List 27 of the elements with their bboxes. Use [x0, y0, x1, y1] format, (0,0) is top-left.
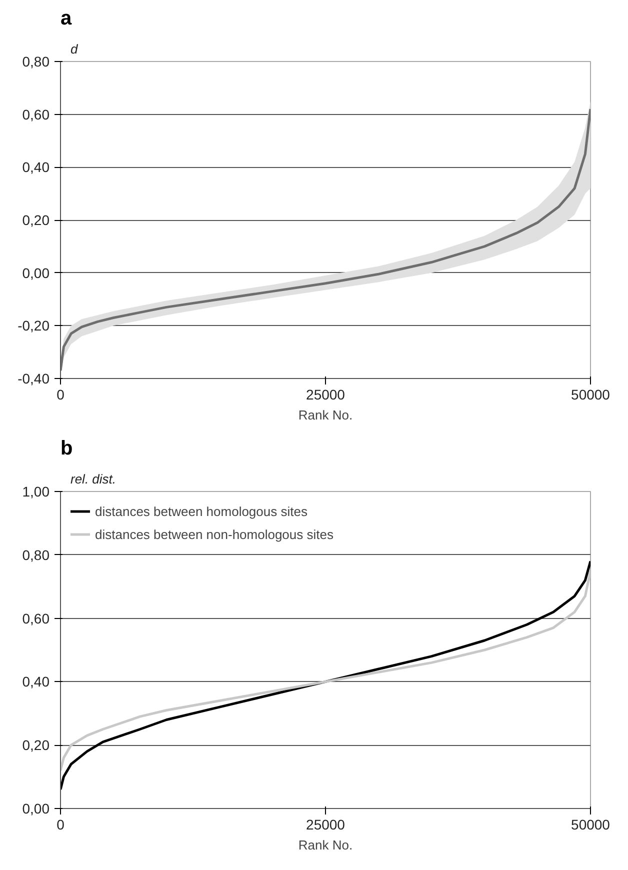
x-tick-label: 0 — [56, 816, 65, 832]
y-tick-label: 0,40 — [22, 674, 50, 690]
x-tick-label: 25000 — [306, 816, 346, 832]
x-axis-title: Rank No. — [298, 408, 353, 422]
y-axis-title: d — [70, 42, 78, 56]
y-tick-label: 0,80 — [22, 54, 50, 70]
x-tick-label: 50000 — [571, 816, 610, 832]
y-tick-label: 1,00 — [22, 484, 50, 500]
y-tick-label: 0,20 — [22, 212, 50, 228]
y-tick-label: -0,20 — [18, 318, 50, 334]
legend-label: distances between non-homologous sites — [95, 526, 334, 542]
y-tick-label: 0,40 — [22, 159, 50, 176]
x-tick-label: 25000 — [306, 386, 346, 402]
y-tick-label: 0,00 — [22, 800, 50, 816]
y-axis-title: rel. dist. — [70, 472, 116, 486]
y-tick-label: 0,20 — [22, 737, 50, 754]
chart-title: b — [60, 438, 73, 460]
x-tick-label: 0 — [56, 386, 65, 402]
y-tick-label: 0,00 — [22, 264, 50, 281]
y-tick-label: 0,60 — [22, 106, 50, 122]
chart-title: a — [60, 8, 72, 30]
legend-label: distances between homologous sites — [95, 504, 308, 518]
y-tick-label: -0,40 — [18, 370, 50, 386]
y-tick-label: 0,80 — [22, 546, 50, 563]
y-tick-label: 0,60 — [22, 610, 50, 626]
x-tick-label: 50000 — [571, 386, 610, 402]
x-axis-title: Rank No. — [298, 838, 353, 852]
